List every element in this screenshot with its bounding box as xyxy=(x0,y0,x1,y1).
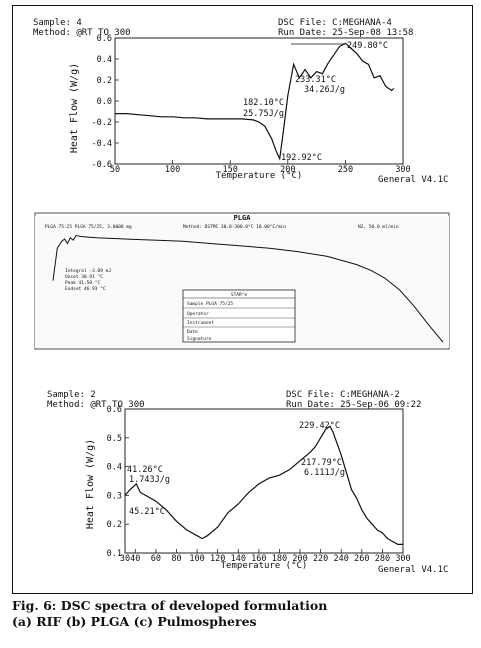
panel-c-plot-area xyxy=(124,408,404,554)
panel-a-rif: Sample: 4 Method: @RT TO 300 DSC File: C… xyxy=(33,18,448,185)
annotation-enthalpy-c3: 1.743J/g xyxy=(129,475,170,485)
panel-a-ylabel: Heat Flow (W/g) xyxy=(69,63,80,153)
y-tick-label: 0.3 xyxy=(107,491,122,501)
y-tick-label: 0.6 xyxy=(107,405,122,415)
panel-a-series-line xyxy=(115,42,395,161)
y-tick-label: 0.0 xyxy=(97,97,112,107)
panel-c-series-line xyxy=(124,425,403,546)
integration-row: Integral -3.09 mJ xyxy=(65,268,111,274)
panel-b-header-right: N2, 50.0 ml/min xyxy=(358,224,399,230)
annotation-peak-a2: 233.31°C xyxy=(295,75,336,85)
integration-row: Endset 46.93 °C xyxy=(65,286,106,292)
x-tick-label: 260 xyxy=(354,554,369,564)
y-tick-label: 0.4 xyxy=(97,55,112,65)
panel-c-pulmospheres: Sample: 2 Method: @RT TO 300 DSC File: C… xyxy=(47,390,448,575)
integration-row: Peak 41.50 °C xyxy=(65,280,101,286)
y-tick-label: -0.4 xyxy=(92,139,112,149)
x-tick-label: 300 xyxy=(395,554,410,564)
x-tick-label: 180 xyxy=(272,554,287,564)
caption-line-2: (a) RIF (b) PLGA (c) Pulmospheres xyxy=(12,614,257,629)
stamp-line: Sample PLGA 75/25 xyxy=(187,301,233,307)
y-tick-label: -0.6 xyxy=(92,160,112,170)
panel-a-xlabel: Temperature (°C) xyxy=(216,171,303,181)
annotation-enthalpy-a2: 34.26J/g xyxy=(304,85,345,95)
y-tick-label: 0.4 xyxy=(107,463,122,473)
x-tick-label: 200 xyxy=(292,554,307,564)
annotation-enthalpy-a: 25.75J/g xyxy=(243,109,284,119)
panel-c-xlabel: Temperature (°C) xyxy=(221,561,308,571)
x-tick-label: 120 xyxy=(210,554,225,564)
y-tick-label: -0.2 xyxy=(92,118,112,128)
annotation-onset-a: 182.10°C xyxy=(243,98,284,108)
stamp-line: Signature xyxy=(187,336,212,342)
panel-a-sample: Sample: 4 xyxy=(33,18,82,28)
x-tick-label: 60 xyxy=(151,554,161,564)
dsc-figure: Sample: 4 Method: @RT TO 300 DSC File: C… xyxy=(33,18,450,575)
x-tick-label: 50 xyxy=(110,165,120,175)
x-tick-label: 300 xyxy=(395,165,410,175)
panel-b-stamp: STAR^e Sample PLGA 75/25 Operator Instru… xyxy=(182,289,296,343)
annotation-peak-a1: 249.80°C xyxy=(347,41,388,51)
y-tick-label: 0.6 xyxy=(97,34,112,44)
x-tick-label: 240 xyxy=(334,554,349,564)
stamp-line: Operator xyxy=(187,311,209,317)
x-tick-label: 80 xyxy=(171,554,181,564)
panel-c-footer: General V4.1C xyxy=(378,565,448,575)
x-tick-label: 200 xyxy=(280,165,295,175)
panel-a-footer: General V4.1C xyxy=(378,175,448,185)
panel-b-title: PLGA xyxy=(234,214,252,222)
x-tick-label: 220 xyxy=(313,554,328,564)
x-tick-label: 280 xyxy=(375,554,390,564)
figure-caption: Fig. 6: DSC spectra of developed formula… xyxy=(12,598,472,630)
panel-b-header-mid: Method: DSTMC 30.0-300.0°C 10.00°C/min xyxy=(183,224,286,230)
panel-c-sample: Sample: 2 xyxy=(47,390,96,400)
stamp-line: Date xyxy=(187,329,198,335)
figure-frame: Sample: 4 Method: @RT TO 300 DSC File: C… xyxy=(12,5,473,594)
panel-b-integration-table: Integral -3.09 mJ Onset 38.91 °C Peak 41… xyxy=(65,268,111,292)
x-tick-label: 100 xyxy=(189,554,204,564)
x-tick-label: 100 xyxy=(165,165,180,175)
x-tick-label: 250 xyxy=(338,165,353,175)
annotation-enthalpy-c2: 6.111J/g xyxy=(304,468,345,478)
y-tick-label: 0.2 xyxy=(107,520,122,530)
panel-c-ylabel: Heat Flow (W/g) xyxy=(85,439,96,529)
panel-a-file: DSC File: C:MEGHANA-4 xyxy=(278,18,392,28)
panel-b-plga: PLGA PLGA 75:25 PLGA 75/25, 3.0000 mg Me… xyxy=(34,212,450,350)
panel-a-run-date: Run Date: 25-Sep-08 13:58 xyxy=(278,28,413,38)
x-tick-label: 150 xyxy=(223,165,238,175)
panel-c-run-date: Run Date: 25-Sep-06 09:22 xyxy=(286,400,421,410)
y-tick-label: 0.5 xyxy=(107,434,122,444)
stamp-line: Instrument xyxy=(187,320,214,326)
panel-c-file: DSC File: C:MEGHANA-2 xyxy=(286,390,400,400)
y-tick-label: 0.1 xyxy=(107,549,122,559)
annotation-trough-c: 45.21°C xyxy=(129,507,165,517)
x-tick-label: 30 xyxy=(120,554,130,564)
panel-a-method: Method: @RT TO 300 xyxy=(33,28,131,38)
x-tick-label: 160 xyxy=(251,554,266,564)
x-tick-label: 40 xyxy=(130,554,140,564)
annotation-peak-c1: 229.42°C xyxy=(299,421,340,431)
caption-line-1: Fig. 6: DSC spectra of developed formula… xyxy=(12,598,328,613)
x-tick-label: 140 xyxy=(231,554,246,564)
y-tick-label: 0.2 xyxy=(97,76,112,86)
annotation-peak-c3: 41.26°C xyxy=(127,465,163,475)
panel-b-series-line xyxy=(52,234,444,343)
stamp-line: STAR^e xyxy=(231,292,248,298)
panel-c-method: Method: @RT TO 300 xyxy=(47,400,145,410)
panel-b-header-left: PLGA 75:25 PLGA 75/25, 3.0000 mg xyxy=(45,224,132,230)
annotation-peak-c2: 217.79°C xyxy=(301,458,342,468)
annotation-trough-a: 192.92°C xyxy=(281,153,322,163)
integration-row: Onset 38.91 °C xyxy=(65,274,103,280)
